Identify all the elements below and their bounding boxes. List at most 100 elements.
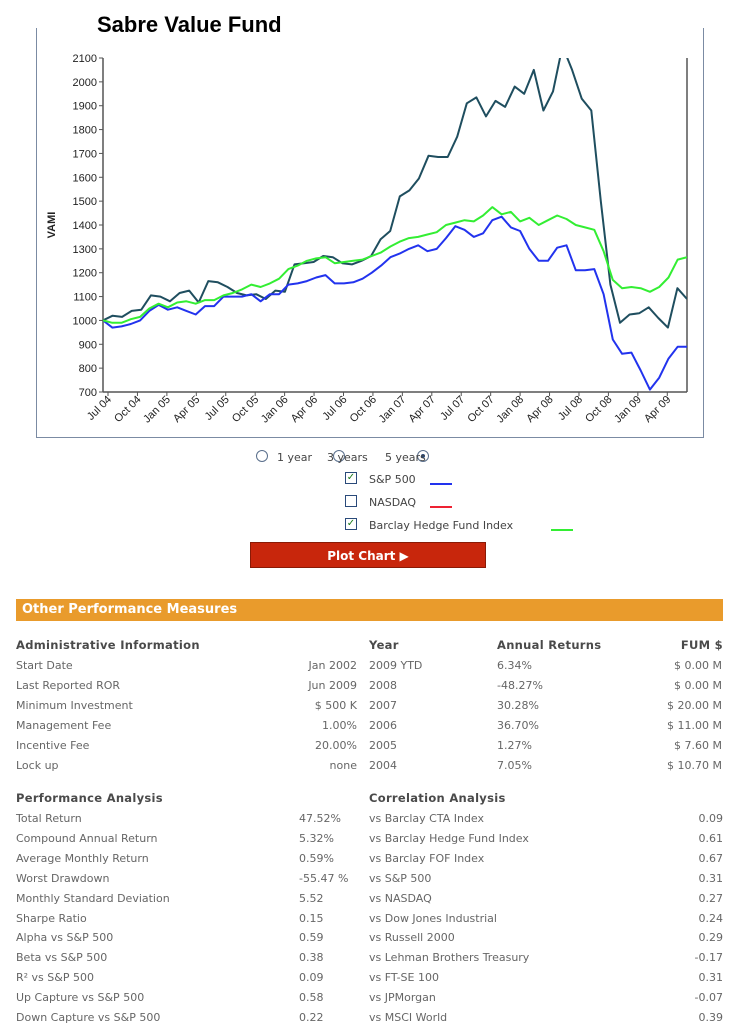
correlation-value: -0.07 — [694, 991, 723, 1005]
return-fum: $ 0.00 M — [674, 679, 722, 692]
y-tick-label: 1000 — [73, 315, 97, 327]
range-3y-radio[interactable] — [333, 450, 345, 462]
return-value: 30.28% — [497, 699, 539, 712]
correlation-label: vs S&P 500 — [369, 871, 432, 885]
correlation-label: vs Russell 2000 — [369, 931, 455, 945]
performance-label: Monthly Standard Deviation — [16, 891, 170, 905]
performance-heading: Performance Analysis — [16, 791, 163, 805]
admin-value: Jun 2009 — [308, 679, 357, 692]
y-tick-label: 1700 — [73, 148, 97, 160]
performance-value: 5.52 — [299, 891, 324, 905]
sp500-label: S&P 500 — [369, 473, 416, 486]
performance-value: 0.59% — [299, 851, 334, 865]
x-tick-label: Apr 06 — [289, 394, 320, 425]
admin-value: 1.00% — [322, 719, 357, 732]
admin-label: Lock up — [16, 759, 59, 772]
x-tick-label: Apr 09 — [642, 394, 673, 425]
section-header: Other Performance Measures — [16, 599, 723, 621]
x-tick-label: Oct 08 — [583, 394, 614, 425]
x-tick-label: Jul 06 — [320, 394, 349, 423]
x-tick-label: Jul 05 — [203, 394, 232, 423]
range-1y-radio[interactable] — [256, 450, 268, 462]
admin-value: $ 500 K — [314, 699, 357, 712]
performance-value: 0.09 — [299, 971, 324, 985]
nasdaq-swatch — [430, 506, 452, 508]
series-line-1 — [103, 215, 687, 391]
y-tick-label: 800 — [79, 363, 97, 375]
return-value: 1.27% — [497, 739, 532, 752]
x-tick-label: Apr 05 — [171, 394, 202, 425]
barclay-label: Barclay Hedge Fund Index — [369, 519, 514, 532]
admin-label: Incentive Fee — [16, 739, 90, 752]
performance-label: Worst Drawdown — [16, 871, 110, 885]
nasdaq-label: NASDAQ — [369, 496, 417, 509]
admin-label: Start Date — [16, 659, 73, 672]
return-fum: $ 10.70 M — [667, 759, 722, 772]
correlation-label: vs Barclay Hedge Fund Index — [369, 831, 529, 845]
correlation-label: vs Barclay FOF Index — [369, 851, 485, 865]
plot-chart-button[interactable]: Plot Chart ▶ — [250, 542, 486, 568]
barclay-swatch — [551, 529, 573, 531]
correlation-value: 0.24 — [698, 911, 724, 925]
y-tick-label: 700 — [79, 387, 97, 399]
performance-value: 5.32% — [299, 831, 334, 845]
barclay-checkbox[interactable]: ✓ — [345, 518, 357, 530]
fum-heading: FUM $ — [680, 638, 723, 652]
correlation-label: vs JPMorgan — [369, 991, 436, 1005]
year-heading: Year — [369, 638, 399, 652]
correlation-value: 0.29 — [698, 931, 724, 945]
range-3y-label: 3 years — [327, 451, 368, 464]
y-axis-label: VAMI — [46, 212, 58, 239]
return-year: 2008 — [369, 679, 397, 692]
x-tick-label: Apr 07 — [407, 394, 438, 425]
admin-label: Management Fee — [16, 719, 112, 732]
return-year: 2004 — [369, 759, 397, 772]
performance-label: Down Capture vs S&P 500 — [16, 1011, 161, 1024]
performance-value: -55.47 % — [299, 871, 349, 885]
x-tick-label: Oct 05 — [230, 394, 261, 425]
return-year: 2007 — [369, 699, 397, 712]
performance-value: 0.58 — [299, 991, 324, 1005]
performance-value: 0.59 — [299, 931, 324, 945]
correlation-value: 0.27 — [698, 891, 724, 905]
return-year: 2006 — [369, 719, 397, 732]
performance-label: Total Return — [16, 812, 82, 825]
correlation-value: 0.67 — [698, 851, 724, 865]
return-fum: $ 0.00 M — [674, 659, 722, 672]
y-tick-label: 1900 — [73, 101, 97, 113]
sp500-checkbox[interactable]: ✓ — [345, 472, 357, 484]
nasdaq-checkbox[interactable] — [345, 495, 357, 507]
x-tick-label: Jan 09 — [612, 394, 644, 426]
admin-value: none — [329, 759, 357, 772]
range-5y-label: 5 years — [385, 451, 426, 464]
y-tick-label: 1100 — [73, 292, 97, 304]
chart-frame: 700 800 900 1000 1100 1200 1300 1400 1500 1600 170… — [36, 28, 704, 438]
x-tick-label: Oct 07 — [465, 394, 496, 425]
y-tick-label: 2100 — [73, 53, 97, 65]
performance-label: R² vs S&P 500 — [16, 971, 94, 985]
correlation-label: vs Dow Jones Industrial — [369, 911, 497, 925]
y-tick-label: 2000 — [73, 77, 97, 89]
return-fum: $ 11.00 M — [667, 719, 722, 732]
y-tick-label: 1600 — [73, 172, 97, 184]
performance-label: Average Monthly Return — [16, 851, 149, 865]
admin-value: 20.00% — [315, 739, 357, 752]
performance-value: 0.15 — [299, 911, 324, 925]
correlation-value: -0.17 — [694, 951, 723, 965]
x-tick-label: Oct 04 — [112, 394, 143, 425]
series-line-2 — [103, 206, 687, 324]
correlation-value: 0.09 — [698, 812, 724, 825]
x-tick-label: Jan 07 — [377, 394, 409, 426]
y-tick-label: 1800 — [73, 125, 97, 137]
y-tick-label: 1200 — [73, 268, 97, 280]
x-tick-label: Oct 06 — [348, 394, 379, 425]
x-tick-label: Apr 08 — [524, 394, 555, 425]
series-line-0 — [103, 58, 687, 329]
x-tick-label: Jan 06 — [259, 394, 291, 426]
correlation-label: vs Lehman Brothers Treasury — [369, 951, 530, 965]
correlation-label: vs FT-SE 100 — [369, 971, 439, 985]
vami-chart: 700 800 900 1000 1100 1200 1300 1400 1500 1600 170… — [46, 53, 688, 426]
y-tick-label: 1300 — [73, 244, 97, 256]
range-5y-radio[interactable] — [417, 450, 429, 462]
admin-label: Minimum Investment — [16, 699, 133, 712]
